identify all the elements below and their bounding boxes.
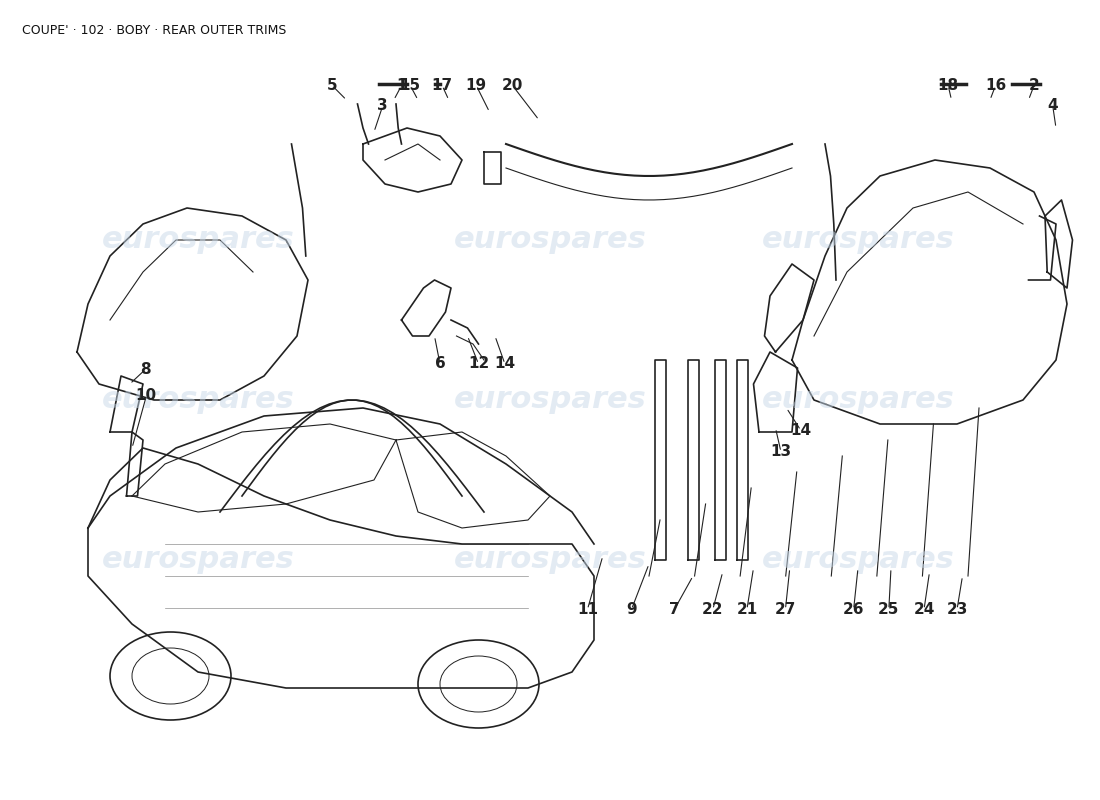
Text: 13: 13 (770, 445, 792, 459)
Text: eurospares: eurospares (453, 386, 647, 414)
Text: 20: 20 (502, 78, 524, 93)
Text: 4: 4 (1047, 98, 1058, 113)
Text: 18: 18 (937, 78, 959, 93)
Text: eurospares: eurospares (101, 546, 295, 574)
Text: eurospares: eurospares (761, 546, 955, 574)
Text: eurospares: eurospares (453, 546, 647, 574)
Text: 21: 21 (736, 602, 758, 617)
Text: 7: 7 (669, 602, 680, 617)
Text: 25: 25 (878, 602, 900, 617)
Text: 5: 5 (327, 78, 338, 93)
Text: 8: 8 (140, 362, 151, 377)
Text: eurospares: eurospares (453, 226, 647, 254)
Text: 14: 14 (494, 357, 516, 371)
Text: 12: 12 (468, 357, 490, 371)
Text: eurospares: eurospares (761, 226, 955, 254)
Text: COUPE' · 102 · BOBY · REAR OUTER TRIMS: COUPE' · 102 · BOBY · REAR OUTER TRIMS (22, 24, 286, 37)
Text: 3: 3 (377, 98, 388, 113)
Text: 11: 11 (576, 602, 598, 617)
Text: 9: 9 (626, 602, 637, 617)
Text: 19: 19 (465, 78, 487, 93)
Text: 22: 22 (702, 602, 724, 617)
Text: eurospares: eurospares (101, 226, 295, 254)
Text: eurospares: eurospares (761, 386, 955, 414)
Text: 17: 17 (431, 78, 453, 93)
Text: 24: 24 (913, 602, 935, 617)
Text: 6: 6 (434, 357, 446, 371)
Text: 10: 10 (135, 389, 157, 403)
Text: 16: 16 (984, 78, 1006, 93)
Text: 14: 14 (790, 423, 812, 438)
Text: eurospares: eurospares (101, 386, 295, 414)
Text: 2: 2 (1028, 78, 1040, 93)
Text: 1: 1 (396, 78, 407, 93)
Text: 26: 26 (843, 602, 865, 617)
Text: 27: 27 (774, 602, 796, 617)
Text: 23: 23 (946, 602, 968, 617)
Text: 15: 15 (399, 78, 421, 93)
